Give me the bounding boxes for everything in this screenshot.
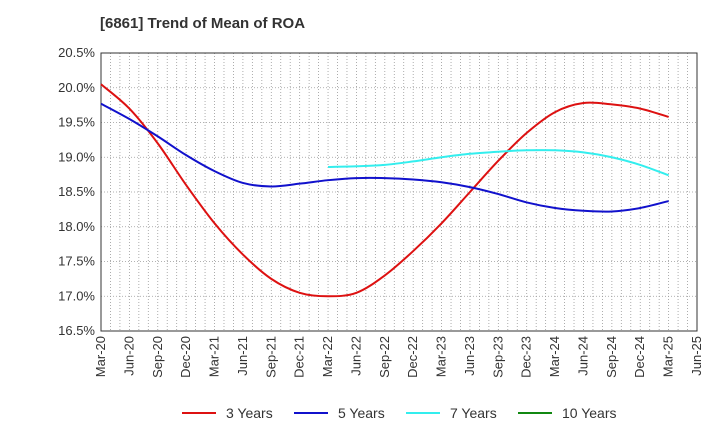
x-tick-label: Jun-23	[462, 336, 477, 376]
legend: 3 Years 5 Years 7 Years 10 Years	[182, 405, 630, 421]
series-line-7-years	[328, 149, 669, 177]
y-tick-label: 18.0%	[58, 219, 95, 234]
y-tick-label: 18.5%	[58, 184, 95, 199]
y-tick-label: 19.0%	[58, 149, 95, 164]
x-tick-label: Sep-20	[150, 336, 165, 378]
y-tick-label: 20.5%	[58, 45, 95, 60]
x-tick-label: Mar-24	[547, 336, 562, 377]
legend-swatch	[294, 412, 328, 414]
x-tick-label: Jun-22	[348, 336, 363, 376]
legend-label: 5 Years	[338, 405, 385, 421]
x-tick-label: Mar-20	[93, 336, 108, 377]
legend-label: 7 Years	[450, 405, 497, 421]
x-tick-label: Mar-22	[320, 336, 335, 377]
x-tick-label: Jun-25	[689, 336, 704, 376]
y-tick-label: 19.5%	[58, 115, 95, 130]
legend-swatch	[406, 412, 440, 414]
series-line-5-years	[100, 102, 669, 213]
grid	[101, 52, 697, 332]
x-tick-label: Sep-21	[263, 336, 278, 378]
x-tick-label: Dec-23	[519, 336, 534, 378]
y-tick-label: 16.5%	[58, 323, 95, 338]
legend-label: 10 Years	[562, 405, 617, 421]
x-tick-label: Mar-23	[434, 336, 449, 377]
y-tick-label: 20.0%	[58, 80, 95, 95]
y-tick-labels: 16.5% 17.0% 17.5% 18.0% 18.5% 19.0% 19.5% 20.0%…	[58, 45, 95, 338]
plot-frame	[100, 52, 698, 332]
x-tick-label: Jun-20	[121, 336, 136, 376]
y-tick-label: 17.5%	[58, 254, 95, 269]
x-tick-label: Jun-24	[575, 336, 590, 376]
legend-label: 3 Years	[226, 405, 273, 421]
legend-swatch	[518, 412, 552, 414]
x-tick-label: Mar-25	[661, 336, 676, 377]
x-tick-label: Dec-20	[178, 336, 193, 378]
x-tick-label: Mar-21	[207, 336, 222, 377]
x-tick-label: Sep-24	[604, 336, 619, 378]
x-tick-label: Dec-22	[405, 336, 420, 378]
x-tick-label: Sep-23	[490, 336, 505, 378]
chart-title: [6861] Trend of Mean of ROA	[100, 15, 306, 32]
x-tick-labels: Mar-20 Jun-20 Sep-20 Dec-20 Mar-21 Jun-21 Sep-…	[93, 336, 704, 378]
x-tick-label: Sep-22	[377, 336, 392, 378]
chart-plot: 16.5% 17.0% 17.5% 18.0% 18.5% 19.0% 19.5% 20.0%…	[58, 45, 704, 378]
x-tick-label: Dec-24	[632, 336, 647, 378]
x-tick-label: Dec-21	[292, 336, 307, 378]
legend-item: 5 Years	[294, 405, 406, 421]
series-line-3-years	[100, 83, 669, 298]
axes	[100, 52, 698, 332]
legend-swatch	[182, 412, 216, 414]
legend-item: 10 Years	[518, 405, 630, 421]
legend-item: 7 Years	[406, 405, 518, 421]
legend-item: 3 Years	[182, 405, 294, 421]
series-lines	[100, 83, 669, 298]
x-tick-label: Jun-21	[235, 336, 250, 376]
y-tick-label: 17.0%	[58, 288, 95, 303]
